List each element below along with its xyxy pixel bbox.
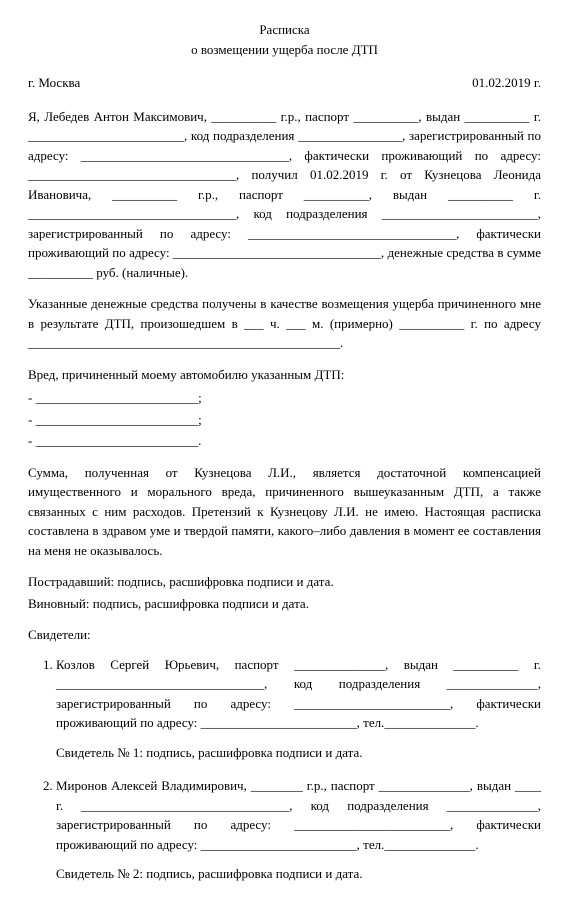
damage-line: - _________________________; <box>28 388 541 408</box>
title-line-1: Расписка <box>28 20 541 40</box>
witness-2-sign: Свидетель № 2: подпись, расшифровка подп… <box>56 864 541 884</box>
guilty-signature: Виновный: подпись, расшифровка подписи и… <box>28 594 541 614</box>
victim-signature: Пострадавший: подпись, расшифровка подпи… <box>28 572 541 592</box>
damage-line: - _________________________. <box>28 431 541 451</box>
witness-2-text: Миронов Алексей Владимирович, ________ г… <box>56 778 541 852</box>
witness-1-text: Козлов Сергей Юрьевич, паспорт _________… <box>56 657 541 731</box>
witness-item: Миронов Алексей Владимирович, ________ г… <box>56 776 541 854</box>
witnesses-header: Свидетели: <box>28 625 541 645</box>
paragraph-purpose: Указанные денежные средства получены в к… <box>28 294 541 353</box>
witnesses-list-2: Миронов Алексей Владимирович, ________ г… <box>28 776 541 854</box>
date: 01.02.2019 г. <box>472 73 541 93</box>
document-title: Расписка о возмещении ущерба после ДТП <box>28 20 541 59</box>
damage-intro: Вред, причиненный моему автомобилю указа… <box>28 365 541 385</box>
city: г. Москва <box>28 73 80 93</box>
signature-block: Пострадавший: подпись, расшифровка подпи… <box>28 572 541 613</box>
witnesses-list: Козлов Сергей Юрьевич, паспорт _________… <box>28 655 541 733</box>
witness-item: Козлов Сергей Юрьевич, паспорт _________… <box>56 655 541 733</box>
damage-line: - _________________________; <box>28 410 541 430</box>
damage-list: - _________________________; - _________… <box>28 388 541 451</box>
witness-1-sign: Свидетель № 1: подпись, расшифровка подп… <box>56 743 541 763</box>
paragraph-main: Я, Лебедев Антон Максимович, __________ … <box>28 107 541 283</box>
title-line-2: о возмещении ущерба после ДТП <box>28 40 541 60</box>
paragraph-compensation: Сумма, полученная от Кузнецова Л.И., явл… <box>28 463 541 561</box>
header-row: г. Москва 01.02.2019 г. <box>28 73 541 93</box>
